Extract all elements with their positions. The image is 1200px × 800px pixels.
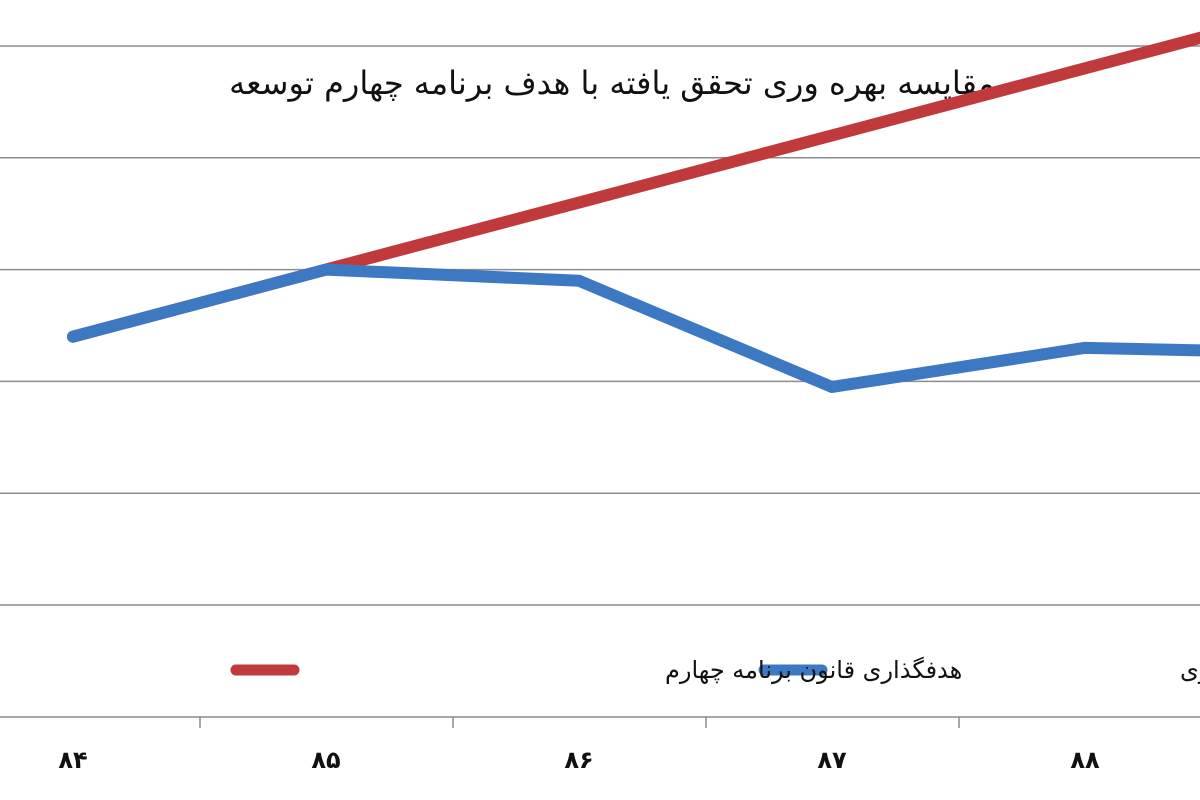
gridlines [0, 45, 1200, 606]
legend-label-achieved: شاخص تحقق یافته بهره وری [1180, 656, 1200, 684]
x-tick-label: ۸۷ [817, 746, 847, 774]
x-axis: ۸۴ ۸۵ ۸۶ ۸۷ ۸۸ [0, 716, 1200, 774]
series-line-achieved [67, 263, 1200, 393]
x-tick-label: ۸۸ [1070, 746, 1100, 774]
x-tick-label: ۸۶ [564, 746, 593, 774]
chart-title: مقایسه بهره وری تحقق یافته با هدف برنامه… [229, 64, 995, 102]
legend: شاخص تحقق یافته بهره وری هدفگذاری قانون … [230, 656, 1200, 684]
legend-label-target: هدفگذاری قانون برنامه چهارم [665, 656, 962, 684]
series-lines [67, 31, 1200, 393]
x-tick-label: ۸۵ [311, 746, 340, 774]
x-tick-label: ۸۴ [58, 746, 87, 774]
